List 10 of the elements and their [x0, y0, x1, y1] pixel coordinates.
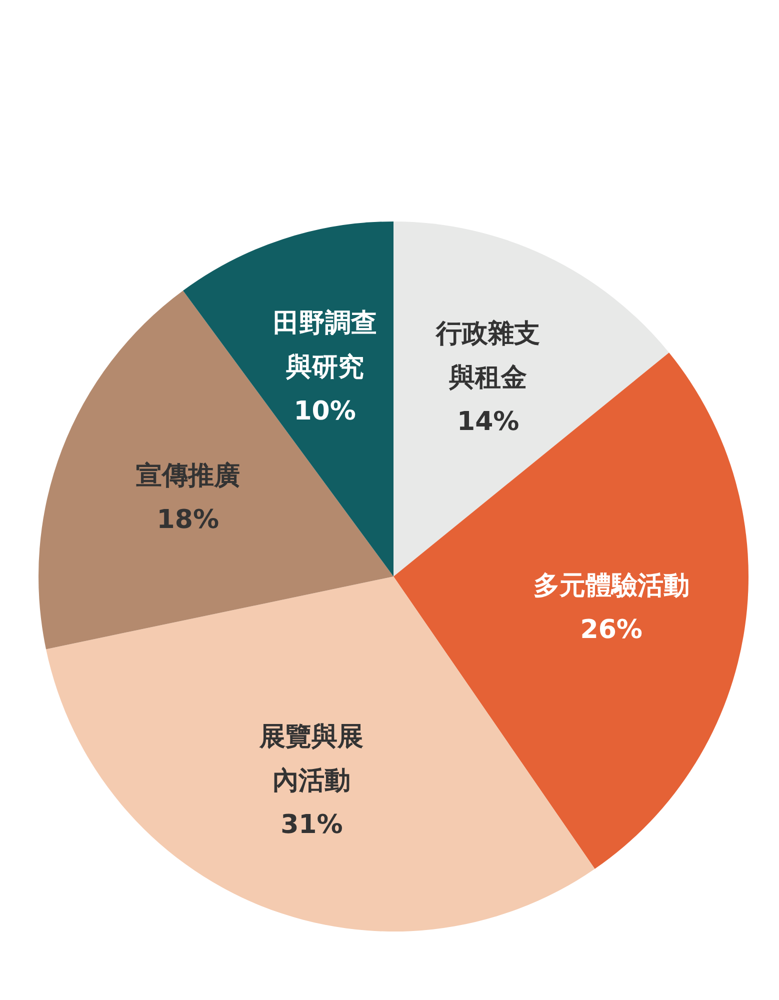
- slice-label: 多元體驗活動: [533, 570, 690, 601]
- data-label: 31%: [280, 810, 343, 840]
- slice-label: 行政雜支與租金: [435, 318, 540, 393]
- slice-label: 展覽與展內活動: [258, 722, 364, 796]
- data-label: 10%: [294, 396, 356, 426]
- data-label: 14%: [456, 406, 520, 437]
- data-label: 18%: [156, 504, 220, 535]
- data-label: 26%: [580, 614, 642, 645]
- slice-label: 宣傳推廣: [136, 460, 240, 491]
- slice-label: 田野調查與研究: [272, 308, 377, 382]
